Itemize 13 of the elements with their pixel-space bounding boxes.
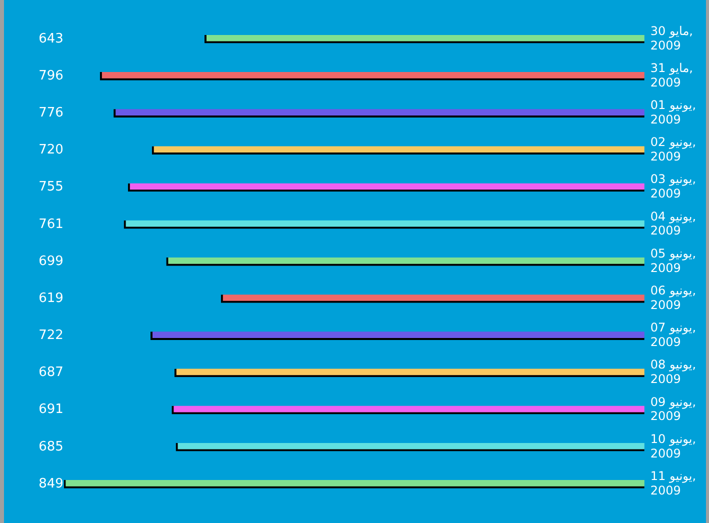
data-label: 685	[38, 439, 64, 454]
data-label: 643	[38, 31, 64, 46]
data-label: 699	[38, 254, 64, 269]
data-label: 755	[38, 180, 64, 195]
data-label: 776	[38, 106, 64, 121]
data-label: 687	[38, 365, 64, 380]
data-label: 691	[38, 402, 64, 418]
data-label: 849	[38, 476, 64, 492]
data-label: 796	[38, 68, 64, 84]
data-label: 761	[38, 216, 64, 232]
data-label: 720	[38, 142, 64, 158]
data-label: 722	[38, 328, 64, 344]
data-label: 619	[38, 290, 64, 306]
